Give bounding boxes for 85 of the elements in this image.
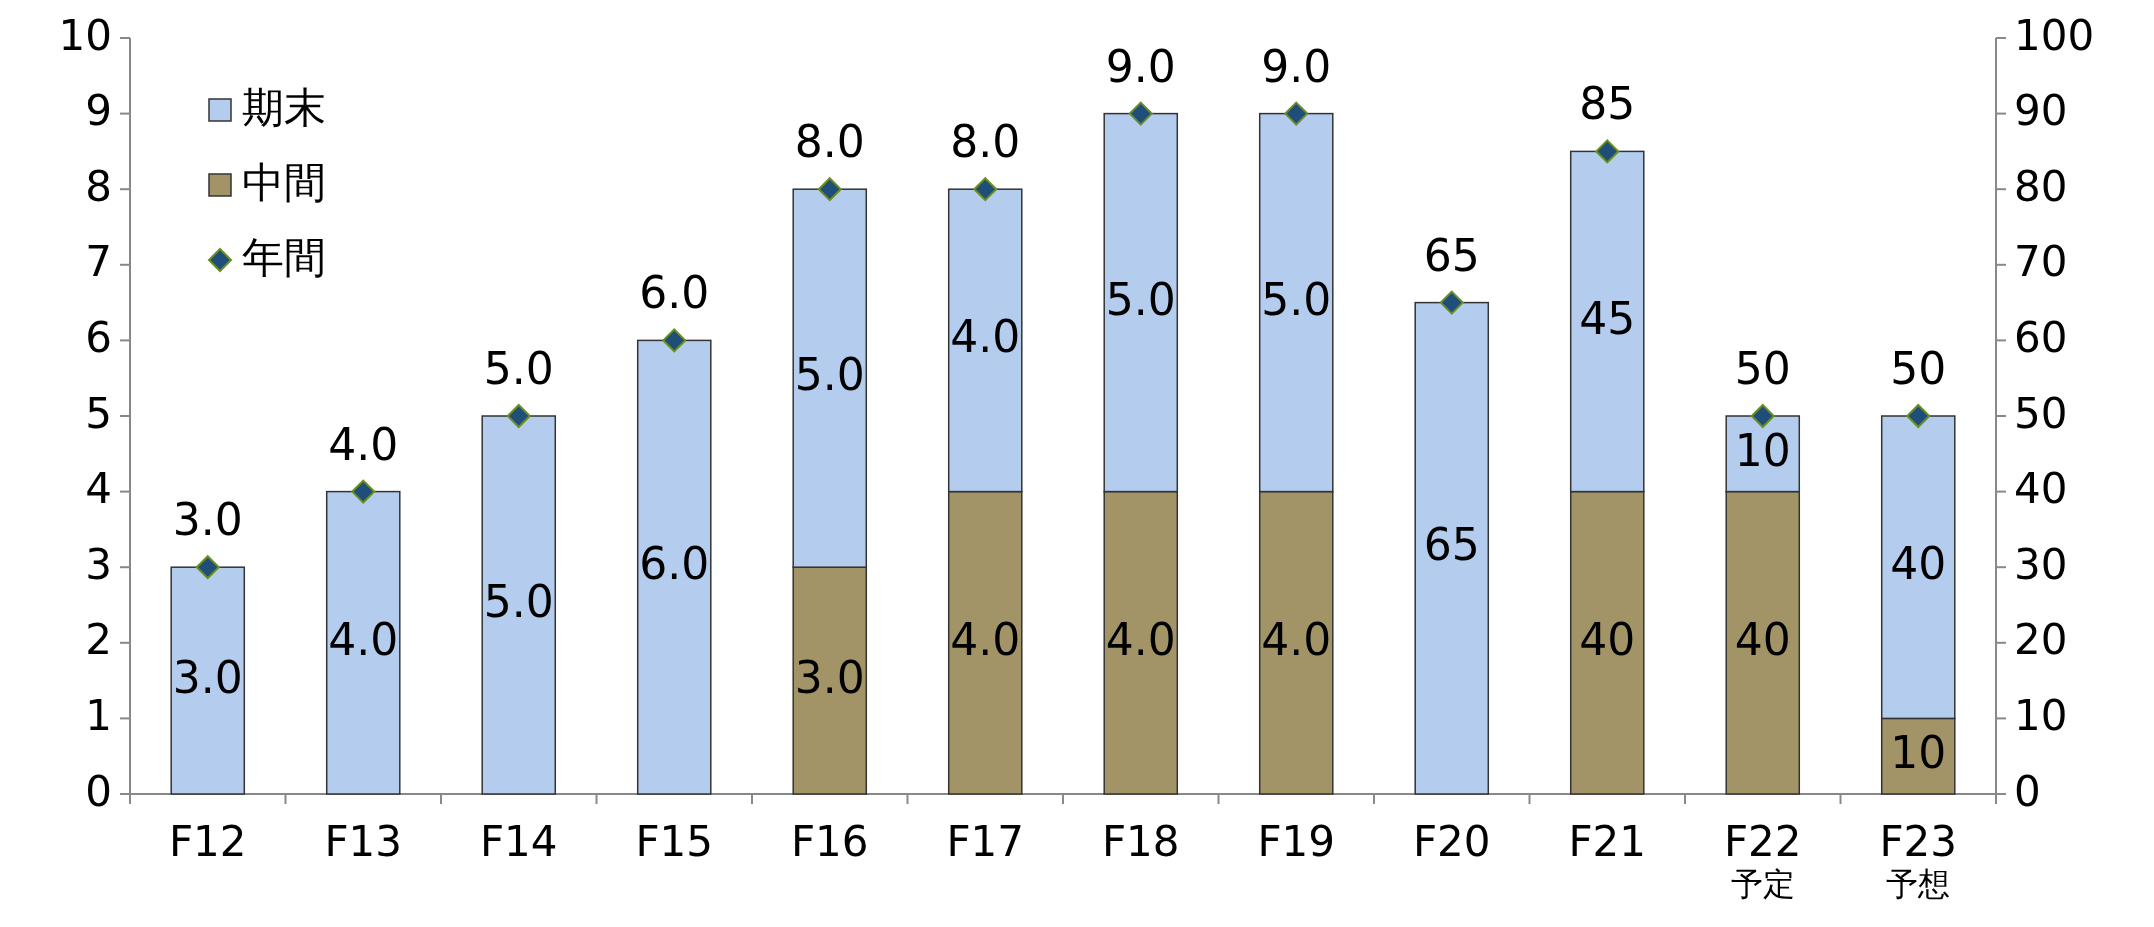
y-tick-label: 0	[85, 766, 112, 816]
y2-tick-label: 70	[2014, 237, 2068, 287]
x-tick-label: F20	[1412, 816, 1491, 866]
legend-label: 中間	[242, 157, 326, 207]
y2-tick-label: 10	[2014, 690, 2068, 740]
data-label: 4.0	[1261, 613, 1332, 665]
point	[1906, 404, 1931, 428]
data-label: 45	[1579, 292, 1636, 344]
data-label: 5.0	[483, 343, 554, 394]
y-tick-label: 5	[85, 388, 112, 438]
bar	[636, 339, 712, 795]
data-label: 40	[1579, 613, 1636, 665]
point	[506, 404, 531, 428]
y2-tick-label: 0	[2014, 766, 2041, 816]
point	[817, 177, 842, 202]
bar	[325, 490, 401, 795]
data-label: 5.0	[483, 576, 554, 627]
data-label: 10	[1890, 727, 1947, 779]
x-tick-label: F21	[1568, 816, 1647, 866]
y2-tick-label: 40	[2014, 464, 2068, 514]
y2-tick-label: 60	[2014, 312, 2068, 362]
legend-label: 期末	[242, 82, 326, 132]
data-label: 85	[1579, 78, 1636, 130]
point	[973, 177, 998, 202]
data-label: 5.0	[1105, 273, 1176, 325]
data-label: 9.0	[1105, 40, 1176, 92]
data-label: 65	[1423, 229, 1480, 281]
point	[351, 479, 376, 504]
data-label: 9.0	[1261, 40, 1332, 92]
x-tick-label: F19	[1257, 816, 1336, 866]
legend-label: 年間	[242, 232, 326, 282]
data-label: 5.0	[794, 349, 865, 401]
data-label: 40	[1734, 613, 1791, 665]
point	[1128, 101, 1153, 126]
x-tick-label: F18	[1101, 816, 1180, 866]
data-label: 50	[1890, 343, 1947, 394]
data-label: 40	[1890, 538, 1947, 590]
x-tick-label: F17	[946, 816, 1025, 866]
point	[1284, 101, 1309, 126]
data-label: 4.0	[950, 311, 1021, 363]
data-label: 65	[1423, 519, 1480, 571]
y2-tick-label: 20	[2014, 615, 2068, 665]
y2-tick-label: 80	[2014, 161, 2068, 211]
y-tick-label: 2	[85, 615, 112, 665]
y-tick-label: 9	[85, 86, 112, 136]
y2-tick-label: 90	[2014, 86, 2068, 136]
x-tick-label: F15	[635, 816, 714, 866]
x-tick-label: F16	[790, 816, 869, 866]
point	[1595, 139, 1620, 164]
point	[1439, 290, 1464, 315]
point	[662, 328, 687, 353]
y2-tick-label: 30	[2014, 539, 2068, 589]
data-label: 8.0	[950, 116, 1021, 168]
data-label: 4.0	[950, 613, 1021, 665]
data-label: 50	[1734, 343, 1791, 394]
y-tick-label: 3	[85, 539, 112, 589]
data-label: 10	[1734, 424, 1791, 476]
y-tick-label: 1	[85, 690, 112, 740]
data-label: 5.0	[1261, 273, 1332, 325]
y-tick-label: 10	[58, 10, 112, 60]
x-tick-label: F13	[324, 816, 403, 866]
data-label: 3.0	[172, 494, 243, 546]
x-tick-label: F12	[168, 816, 247, 866]
y2-tick-label: 100	[2014, 10, 2095, 60]
point	[195, 555, 220, 580]
y2-tick-label: 50	[2014, 388, 2068, 438]
data-label: 3.0	[172, 651, 243, 703]
data-label: 4.0	[328, 613, 399, 665]
data-label: 3.0	[794, 651, 865, 703]
data-label: 6.0	[639, 267, 710, 319]
bar	[1414, 301, 1490, 795]
data-label: 8.0	[794, 116, 865, 168]
data-label: 4.0	[1105, 613, 1176, 665]
data-label: 4.0	[328, 418, 399, 470]
y-tick-label: 7	[85, 237, 112, 287]
x-tick-label: F22 予定	[1723, 816, 1802, 903]
y-tick-label: 6	[85, 312, 112, 362]
x-tick-label: F14	[479, 816, 558, 866]
y-tick-label: 8	[85, 161, 112, 211]
bar	[481, 415, 557, 795]
data-label: 6.0	[639, 538, 710, 590]
y-tick-label: 4	[85, 464, 112, 514]
bar	[170, 566, 246, 795]
x-tick-label: F23 予想	[1879, 816, 1958, 903]
point	[1750, 404, 1775, 428]
